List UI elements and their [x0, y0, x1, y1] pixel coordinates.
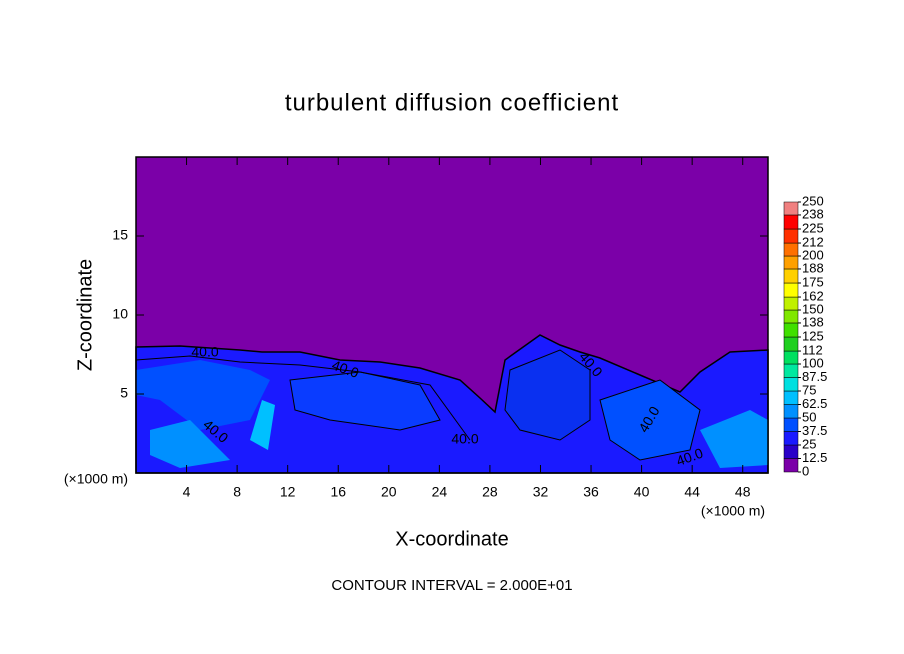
x-unit-label: (×1000 m): [64, 471, 128, 487]
field-patch: [700, 410, 768, 468]
colorbar-label: 0: [802, 463, 809, 478]
colorbar-label: 100: [802, 355, 824, 370]
x-tick-label: 24: [432, 484, 448, 500]
x-tick-label: 16: [330, 484, 346, 500]
colorbar-cell: [783, 417, 799, 432]
colorbar-label: 12.5: [802, 450, 827, 465]
contour-line: [135, 355, 471, 441]
x-tick-label: 8: [233, 484, 241, 500]
colorbar-cell: [783, 431, 799, 446]
colorbar-label: 238: [802, 206, 824, 221]
colorbar-cell: [783, 214, 799, 230]
colorbar-cell: [783, 390, 799, 405]
colorbar-label: 150: [802, 301, 824, 316]
colorbar-label: 37.5: [802, 423, 827, 438]
colorbar-label: 75: [802, 382, 816, 397]
colorbar-label: 225: [802, 220, 824, 235]
colorbar-label: 162: [802, 288, 824, 303]
y-tick-label: 15: [112, 227, 128, 243]
colorbar-cell: [783, 336, 799, 352]
colorbar-label: 87.5: [802, 369, 827, 384]
x-unit-label: (×1000 m): [701, 503, 765, 519]
colorbar-cell: [783, 268, 799, 284]
colorbar-label: 188: [802, 260, 824, 275]
x-tick-label: 40: [634, 484, 650, 500]
colorbar-label: 25: [802, 436, 816, 451]
field-patch: [150, 420, 230, 468]
x-tick-label: 4: [183, 484, 191, 500]
colorbar-label: 138: [802, 314, 824, 329]
colorbar-label: 212: [802, 234, 824, 249]
colorbar-label: 112: [802, 342, 823, 357]
x-tick-label: 44: [684, 484, 700, 500]
contour-label: 40.0: [451, 431, 478, 447]
x-tick-label: 20: [381, 484, 397, 500]
colorbar-label: 175: [802, 274, 824, 289]
y-tick-label: 10: [112, 306, 128, 322]
x-tick-label: 48: [735, 484, 751, 500]
x-tick-label: 28: [482, 484, 498, 500]
colorbar-cell: [783, 404, 799, 419]
x-axis-label: X-coordinate: [395, 528, 508, 550]
colorbar-cell: [783, 282, 799, 298]
colorbar-cell: [783, 458, 799, 473]
colorbar-label: 125: [802, 328, 824, 343]
colorbar-cell: [783, 322, 799, 338]
colorbar-cell: [783, 350, 799, 365]
contour-label: 40.0: [191, 344, 218, 360]
field-patch: [136, 360, 270, 430]
colorbar-cell: [783, 228, 799, 244]
colorbar-label: 200: [802, 247, 824, 262]
field-patch: [504, 349, 591, 441]
field-patch: [599, 379, 701, 461]
colorbar-cell: [783, 255, 799, 270]
x-tick-label: 32: [533, 484, 549, 500]
x-tick-label: 36: [583, 484, 599, 500]
footer-note: CONTOUR INTERVAL = 2.000E+01: [331, 577, 572, 594]
colorbar-label: 62.5: [802, 396, 827, 411]
colorbar-cell: [783, 444, 799, 459]
colorbar-cell: [783, 242, 799, 257]
colorbar-label: 50: [802, 409, 816, 424]
y-tick-label: 5: [120, 385, 128, 401]
field-patch: [250, 400, 275, 450]
y-axis-label: Z-coordinate: [74, 259, 96, 371]
field: [135, 157, 769, 474]
colorbar-cell: [783, 201, 799, 216]
colorbar-cell: [783, 363, 799, 378]
colorbar-cell: [783, 377, 799, 392]
colorbar-cell: [783, 309, 799, 324]
colorbar-cell: [783, 296, 799, 311]
colorbar-label: 250: [802, 193, 824, 208]
chart-title: turbulent diffusion coefficient: [285, 89, 619, 116]
x-tick-label: 12: [280, 484, 296, 500]
